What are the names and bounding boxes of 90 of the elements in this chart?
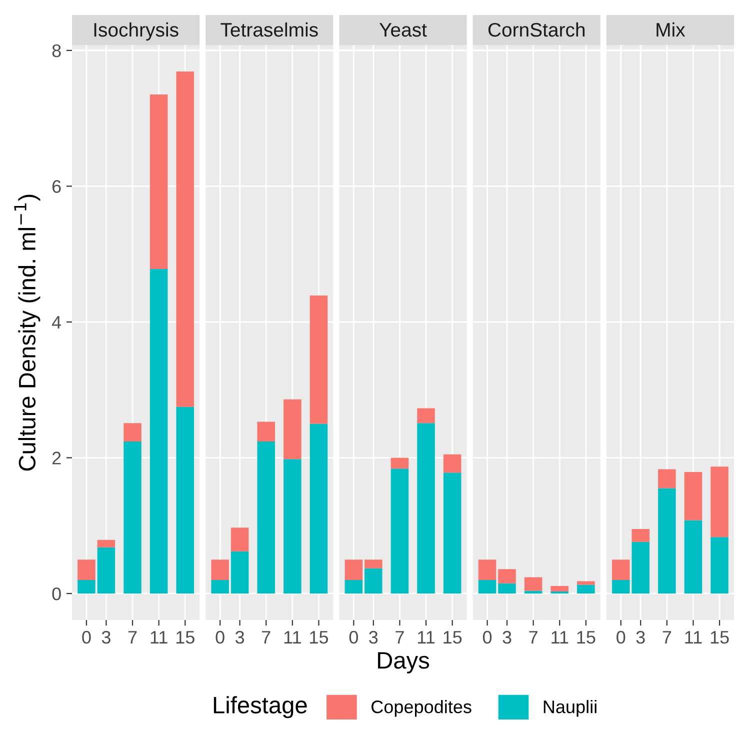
bar [211, 580, 229, 594]
legend-title: Lifestage [214, 696, 307, 718]
bar [78, 580, 96, 594]
bar [658, 488, 676, 594]
bar [498, 569, 516, 584]
x-axis-title: Days [378, 652, 430, 674]
bar [524, 590, 542, 594]
x-tick-label: 15 [710, 631, 729, 644]
x-tick-label: 3 [636, 630, 645, 644]
bar [550, 591, 568, 594]
x-tick-label: 3 [102, 630, 110, 644]
x-tick-label: 15 [310, 631, 328, 644]
bar [284, 459, 302, 594]
x-tick-label: 15 [577, 631, 596, 644]
bar [498, 583, 516, 594]
bar [684, 520, 702, 594]
bar [230, 551, 249, 594]
bar [390, 468, 409, 594]
x-tick-label: 0 [482, 630, 492, 644]
x-tick-label: 7 [396, 631, 404, 644]
bar [632, 529, 650, 542]
y-tick-label: 0 [52, 587, 61, 600]
bar [344, 560, 363, 580]
bar [478, 580, 496, 594]
bar [710, 537, 728, 594]
bar [78, 560, 96, 580]
bar [344, 580, 363, 594]
bar [710, 466, 728, 538]
y-tick-label: 8 [52, 44, 61, 58]
bar [612, 580, 630, 594]
bar [230, 528, 249, 552]
x-tick-label: 7 [529, 631, 538, 644]
chart-title: Tetraselmis [220, 22, 318, 37]
y-axis-title: Culture Density (ind. ml$^{−1}$) [14, 194, 40, 471]
bar [443, 454, 462, 473]
chart-title: CornStarch [488, 22, 585, 37]
legend-label: Nauplii [544, 700, 596, 717]
y-tick-label: 2 [52, 452, 61, 464]
bar [211, 560, 229, 580]
x-tick-label: 7 [128, 631, 137, 644]
x-tick-label: 11 [150, 631, 168, 644]
bar [524, 577, 542, 591]
x-tick-label: 7 [662, 631, 672, 644]
bar [632, 542, 650, 594]
bar [150, 269, 168, 594]
bar [124, 441, 142, 594]
y-tick-label: 4 [52, 316, 62, 329]
bar [443, 472, 462, 594]
y-tick-label: 6 [52, 180, 61, 193]
x-tick-label: 7 [262, 631, 270, 644]
bar [577, 581, 595, 585]
x-tick-label: 0 [349, 630, 358, 644]
x-tick-label: 0 [216, 630, 224, 644]
x-tick-label: 11 [552, 631, 568, 644]
bar [310, 296, 328, 424]
x-tick-label: 11 [418, 631, 435, 644]
bar [257, 422, 275, 442]
chart-title: Isochrysis [94, 22, 178, 41]
bar [257, 441, 275, 594]
bar [417, 408, 435, 424]
x-tick-label: 3 [502, 630, 512, 644]
bar [684, 472, 702, 520]
bar [577, 584, 595, 594]
bar [390, 458, 409, 469]
legend-label: Copepodites [372, 700, 472, 717]
chart-title: Mix [656, 22, 686, 37]
x-tick-label: 0 [82, 630, 91, 644]
bar [364, 560, 382, 568]
bar [176, 406, 194, 594]
bar [310, 424, 328, 594]
x-tick-label: 3 [369, 630, 378, 644]
x-tick-label: 15 [444, 631, 462, 644]
bar [550, 586, 568, 592]
bar [658, 469, 676, 488]
bar [97, 540, 116, 548]
bar [284, 399, 302, 460]
bar [612, 560, 630, 580]
x-tick-label: 11 [685, 631, 702, 644]
chart-title: Yeast [379, 23, 427, 37]
bar [478, 560, 496, 580]
bar [417, 423, 435, 594]
bar [97, 547, 116, 594]
bar [364, 568, 382, 594]
x-tick-label: 15 [176, 631, 194, 644]
x-tick-label: 11 [284, 631, 301, 644]
bar [150, 94, 168, 270]
bar [176, 71, 194, 407]
x-tick-label: 3 [235, 630, 244, 644]
bar [124, 423, 142, 442]
x-tick-label: 0 [616, 630, 626, 644]
